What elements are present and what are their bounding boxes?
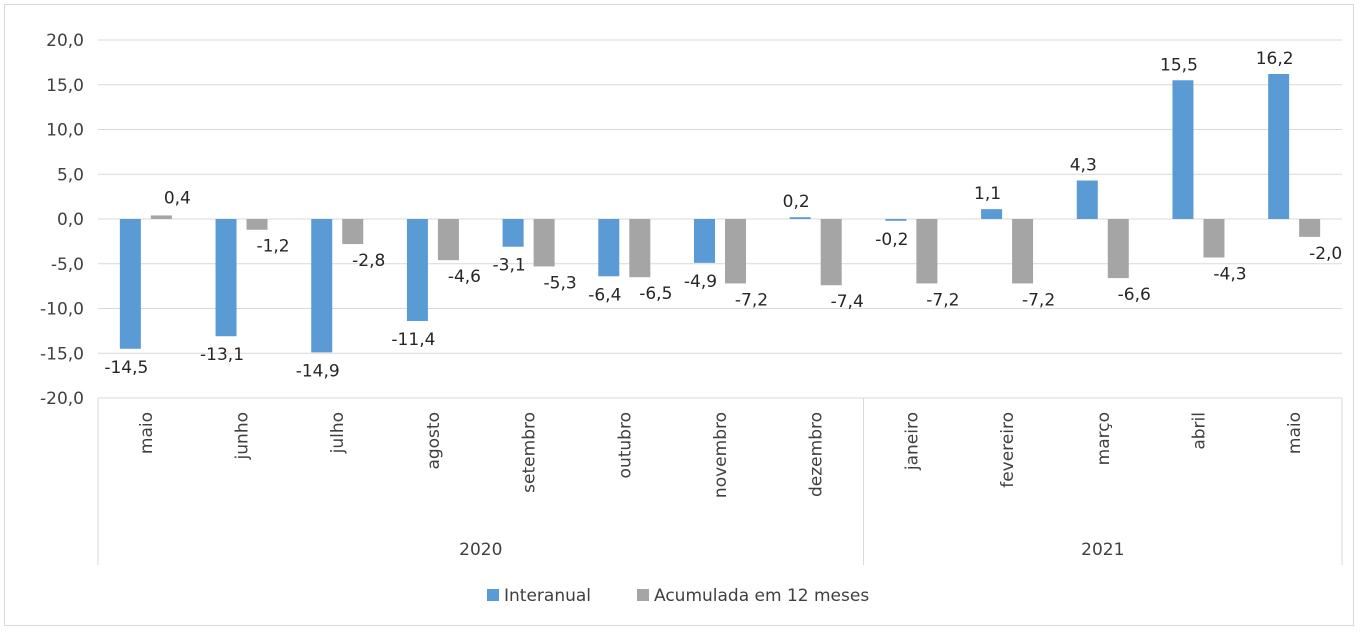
category-label: agosto <box>424 412 444 470</box>
category-label: fevereiro <box>998 412 1018 488</box>
bar-acumulada <box>151 215 172 219</box>
data-label: 15,5 <box>1160 55 1198 75</box>
data-label: -2,8 <box>352 251 385 271</box>
category-label: maio <box>137 412 157 454</box>
legend-label: Interanual <box>504 586 591 606</box>
y-tick-label: 0,0 <box>57 210 84 230</box>
bar-acumulada <box>916 219 937 283</box>
category-label: julho <box>328 412 348 454</box>
category-label: janeiro <box>902 412 922 471</box>
bar-acumulada <box>438 219 459 260</box>
bar-interanual <box>120 219 141 349</box>
data-label: 1,1 <box>974 184 1001 204</box>
bar-acumulada <box>247 219 268 230</box>
data-label: -7,2 <box>1022 290 1055 310</box>
data-label: -4,9 <box>684 272 717 292</box>
data-label: -7,4 <box>831 292 864 312</box>
data-label: -6,6 <box>1118 285 1151 305</box>
data-label: -14,5 <box>104 358 148 378</box>
data-label: -4,6 <box>448 267 481 287</box>
bar-acumulada <box>821 219 842 285</box>
y-tick-label: -15,0 <box>40 344 84 364</box>
legend-swatch-acumulada <box>637 589 649 601</box>
data-label: -7,2 <box>735 290 768 310</box>
bar-acumulada <box>725 219 746 283</box>
category-label: outubro <box>615 412 635 478</box>
y-tick-label: 5,0 <box>57 165 84 185</box>
data-label: 4,3 <box>1070 156 1097 176</box>
bar-acumulada <box>1203 219 1224 257</box>
data-label: -11,4 <box>391 330 435 350</box>
y-tick-label: -10,0 <box>40 300 84 320</box>
bar-interanual <box>981 209 1002 219</box>
data-label: 0,4 <box>164 188 191 208</box>
y-tick-label: -20,0 <box>40 389 84 409</box>
data-label: -6,4 <box>588 285 621 305</box>
data-label: 0,2 <box>783 192 810 212</box>
legend-label: Acumulada em 12 meses <box>654 586 869 606</box>
category-label: junho <box>233 412 253 460</box>
y-tick-label: 15,0 <box>46 76 84 96</box>
bar-acumulada <box>342 219 363 244</box>
group-label: 2020 <box>459 540 502 560</box>
data-label: -4,3 <box>1213 264 1246 284</box>
bar-interanual <box>1268 74 1289 219</box>
y-tick-label: 10,0 <box>46 121 84 141</box>
bar-interanual <box>311 219 332 352</box>
data-label: -6,5 <box>639 284 672 304</box>
bar-acumulada <box>1012 219 1033 283</box>
data-label: -5,3 <box>544 273 577 293</box>
category-label: novembro <box>711 412 731 498</box>
category-label: abril <box>1189 412 1209 450</box>
bar-interanual <box>790 217 811 219</box>
data-label: 16,2 <box>1256 49 1294 69</box>
y-tick-label: 20,0 <box>46 31 84 51</box>
bar-acumulada <box>1299 219 1320 237</box>
bar-interanual <box>407 219 428 321</box>
bar-interanual <box>885 219 906 221</box>
group-label: 2021 <box>1081 540 1124 560</box>
category-label: setembro <box>520 412 540 493</box>
bar-interanual <box>598 219 619 276</box>
bar-interanual <box>694 219 715 263</box>
bar-acumulada <box>534 219 555 266</box>
bar-interanual <box>503 219 524 247</box>
bar-interanual <box>1077 181 1098 219</box>
data-label: -3,1 <box>493 256 526 276</box>
category-label: maio <box>1285 412 1305 454</box>
data-label: -7,2 <box>926 290 959 310</box>
data-label: -13,1 <box>200 345 244 365</box>
bar-acumulada <box>629 219 650 277</box>
y-tick-label: -5,0 <box>51 255 84 275</box>
data-label: -14,9 <box>296 361 340 381</box>
category-label: dezembro <box>807 412 827 497</box>
bar-interanual <box>216 219 237 336</box>
data-label: -0,2 <box>875 230 908 250</box>
category-label: março <box>1094 412 1114 465</box>
data-label: -2,0 <box>1309 244 1342 264</box>
data-label: -1,2 <box>256 237 289 257</box>
bar-acumulada <box>1108 219 1129 278</box>
legend-swatch-interanual <box>487 589 499 601</box>
bar-interanual <box>1172 80 1193 219</box>
